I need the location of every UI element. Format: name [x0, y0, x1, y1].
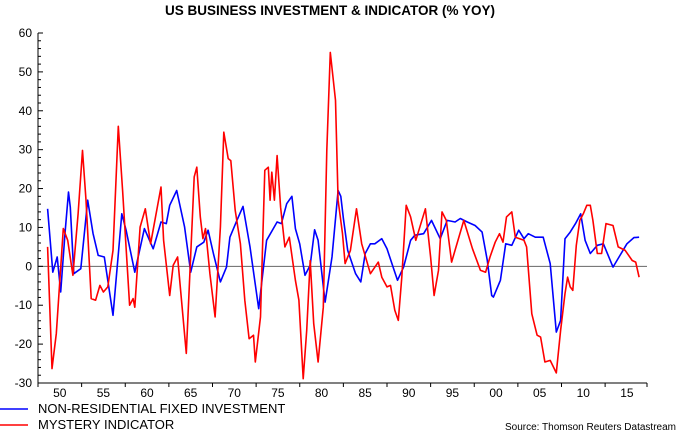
- x-tick-label: 90: [402, 386, 416, 400]
- x-tick-label: 85: [359, 386, 373, 400]
- x-tick-label: 80: [315, 386, 329, 400]
- y-tick-label: 50: [19, 65, 33, 79]
- x-tick-label: 65: [184, 386, 198, 400]
- x-tick-label: 00: [489, 386, 503, 400]
- y-tick-label: 40: [19, 104, 33, 118]
- y-tick-label: -10: [15, 298, 33, 312]
- x-tick-label: 15: [620, 386, 634, 400]
- y-tick-label: -30: [15, 376, 33, 390]
- y-tick-label: -20: [15, 337, 33, 351]
- chart-title: US BUSINESS INVESTMENT & INDICATOR (% YO…: [165, 3, 495, 18]
- legend: NON-RESIDENTIAL FIXED INVESTMENT MYSTERY…: [0, 401, 285, 432]
- y-tick-label: 0: [25, 259, 32, 273]
- x-tick-label: 75: [271, 386, 285, 400]
- legend-label-investment: NON-RESIDENTIAL FIXED INVESTMENT: [38, 401, 285, 416]
- y-tick-label: 20: [19, 182, 33, 196]
- series-line-mystery: [46, 51, 640, 380]
- legend-label-mystery: MYSTERY INDICATOR: [38, 417, 174, 432]
- x-tick-label: 10: [577, 386, 591, 400]
- x-tick-label: 70: [228, 386, 242, 400]
- y-tick-label: 30: [19, 143, 33, 157]
- x-tick-label: 60: [140, 386, 154, 400]
- x-tick-label: 05: [533, 386, 547, 400]
- x-tick-label: 55: [97, 386, 111, 400]
- axes: 60 50 40 30 20 10 0 -10 -20 -30 50 55 60 65 70 75 80 85 90…: [15, 26, 648, 400]
- series-line-investment: [46, 189, 640, 333]
- series-lines: [46, 51, 640, 380]
- x-tick-label: 95: [446, 386, 460, 400]
- y-tick-label: 60: [19, 26, 33, 40]
- x-tick-label: 50: [53, 386, 67, 400]
- source-note: Source: Thomson Reuters Datastream: [505, 422, 676, 433]
- y-tick-label: 10: [19, 220, 33, 234]
